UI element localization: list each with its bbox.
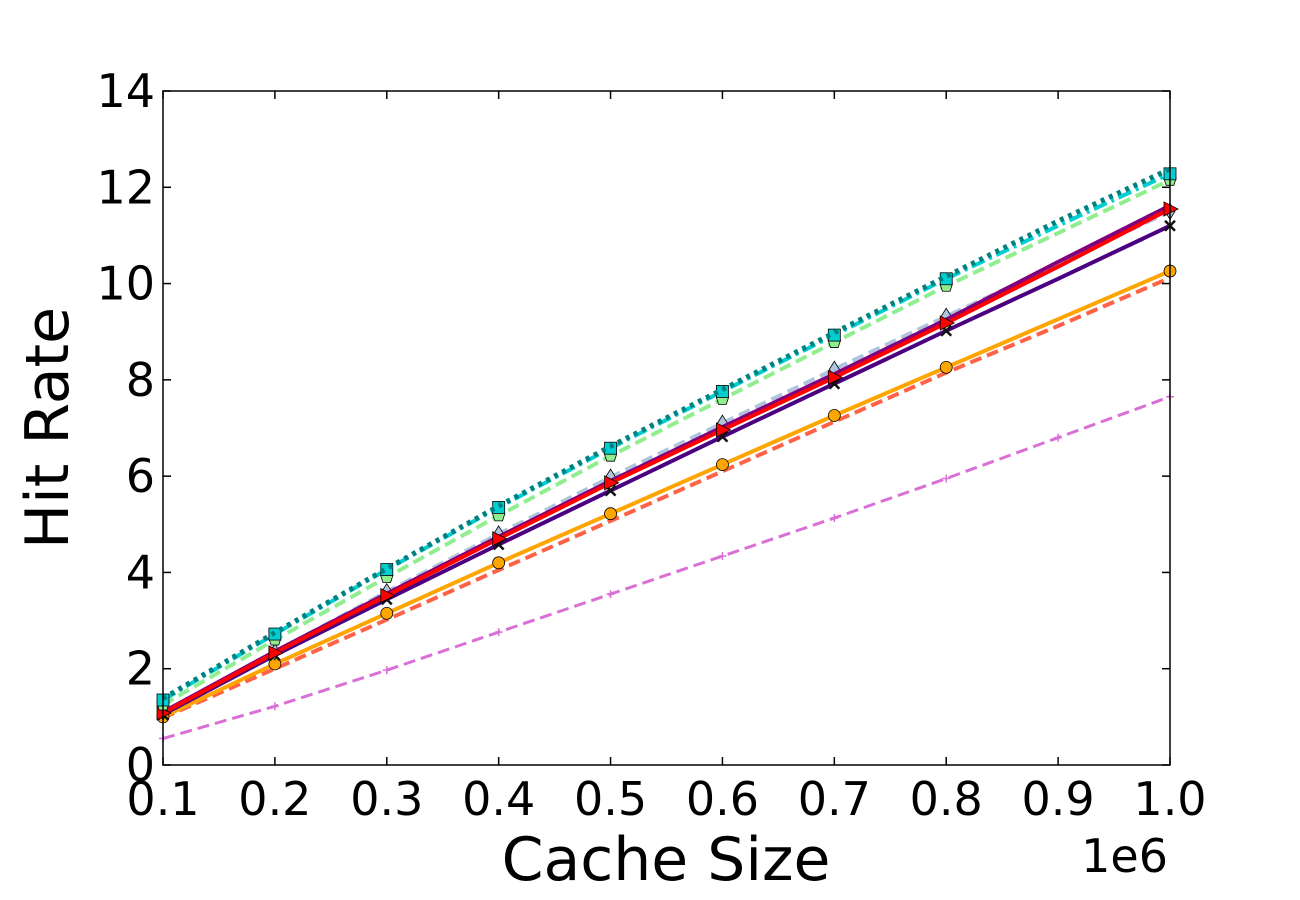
- data-point: [1163, 201, 1179, 217]
- x-tick-label: 0.2: [238, 772, 311, 826]
- series-line: [162, 275, 1171, 720]
- data-point: [939, 360, 953, 374]
- tick-layer: 0.1 0.2 0.3 0.4 0.5 0.6 0.7 0.8 0.9 1.0 0 2 4 6 8 10 12 1…: [96, 64, 1206, 826]
- data-point: [494, 628, 503, 637]
- data-point: [716, 422, 732, 438]
- plot-frame: [162, 90, 1171, 766]
- series-6: [156, 201, 1179, 721]
- data-point: [382, 666, 391, 675]
- series-7: [156, 173, 1177, 711]
- data-point: [604, 475, 620, 491]
- y-tick-label: 2: [126, 642, 155, 696]
- y-axis-title: Hit Rate: [13, 307, 83, 549]
- series-line: [161, 178, 1171, 707]
- y-tick-label: 6: [126, 449, 155, 503]
- series-line: [162, 269, 1171, 719]
- series-line: [162, 395, 1171, 740]
- x-tick-label: 0.1: [126, 772, 199, 826]
- series-line: [162, 223, 1171, 717]
- y-tick-label: 8: [126, 353, 155, 407]
- data-point: [604, 507, 617, 521]
- data-point: [492, 556, 506, 570]
- x-tick-label: 0.3: [350, 772, 423, 826]
- data-point: [380, 587, 396, 604]
- y-tick-label: 12: [96, 160, 155, 214]
- data-point: [380, 606, 394, 620]
- y-tick-label: 14: [96, 64, 155, 118]
- data-point: [827, 369, 844, 386]
- series-1: [162, 275, 1171, 720]
- data-point: [492, 531, 508, 547]
- data-point: [606, 590, 615, 599]
- x-tick-label: 0.4: [462, 772, 535, 826]
- data-point: [716, 458, 729, 471]
- x-tick-label: 1.0: [1133, 772, 1206, 826]
- series-0: [159, 392, 1174, 743]
- series-4: [157, 219, 1176, 721]
- x-axis-offset-label: 1e6: [1081, 829, 1168, 883]
- data-point: [827, 409, 841, 422]
- data-point: [268, 645, 284, 661]
- x-tick-label: 0.5: [574, 772, 647, 826]
- series-2: [156, 264, 1177, 724]
- series-line: [161, 166, 1172, 701]
- data-point: [939, 315, 956, 331]
- y-tick-label: 0: [126, 738, 155, 792]
- x-tick-label: 0.8: [910, 772, 983, 826]
- y-tick-label: 4: [126, 545, 155, 599]
- x-tick-label: 0.9: [1022, 772, 1095, 826]
- x-tick-label: 0.7: [798, 772, 871, 826]
- series-line: [162, 207, 1171, 715]
- data-point: [830, 514, 839, 523]
- x-axis-title: Cache Size: [502, 825, 831, 895]
- data-point: [942, 474, 951, 483]
- data-point: [1054, 433, 1063, 442]
- x-tick-label: 0.6: [686, 772, 759, 826]
- data-point: [270, 702, 279, 711]
- series-9: [161, 166, 1172, 701]
- series-layer: [156, 166, 1179, 743]
- y-tick-label: 10: [96, 257, 155, 311]
- data-point: [718, 552, 727, 561]
- series-line: [161, 171, 1171, 702]
